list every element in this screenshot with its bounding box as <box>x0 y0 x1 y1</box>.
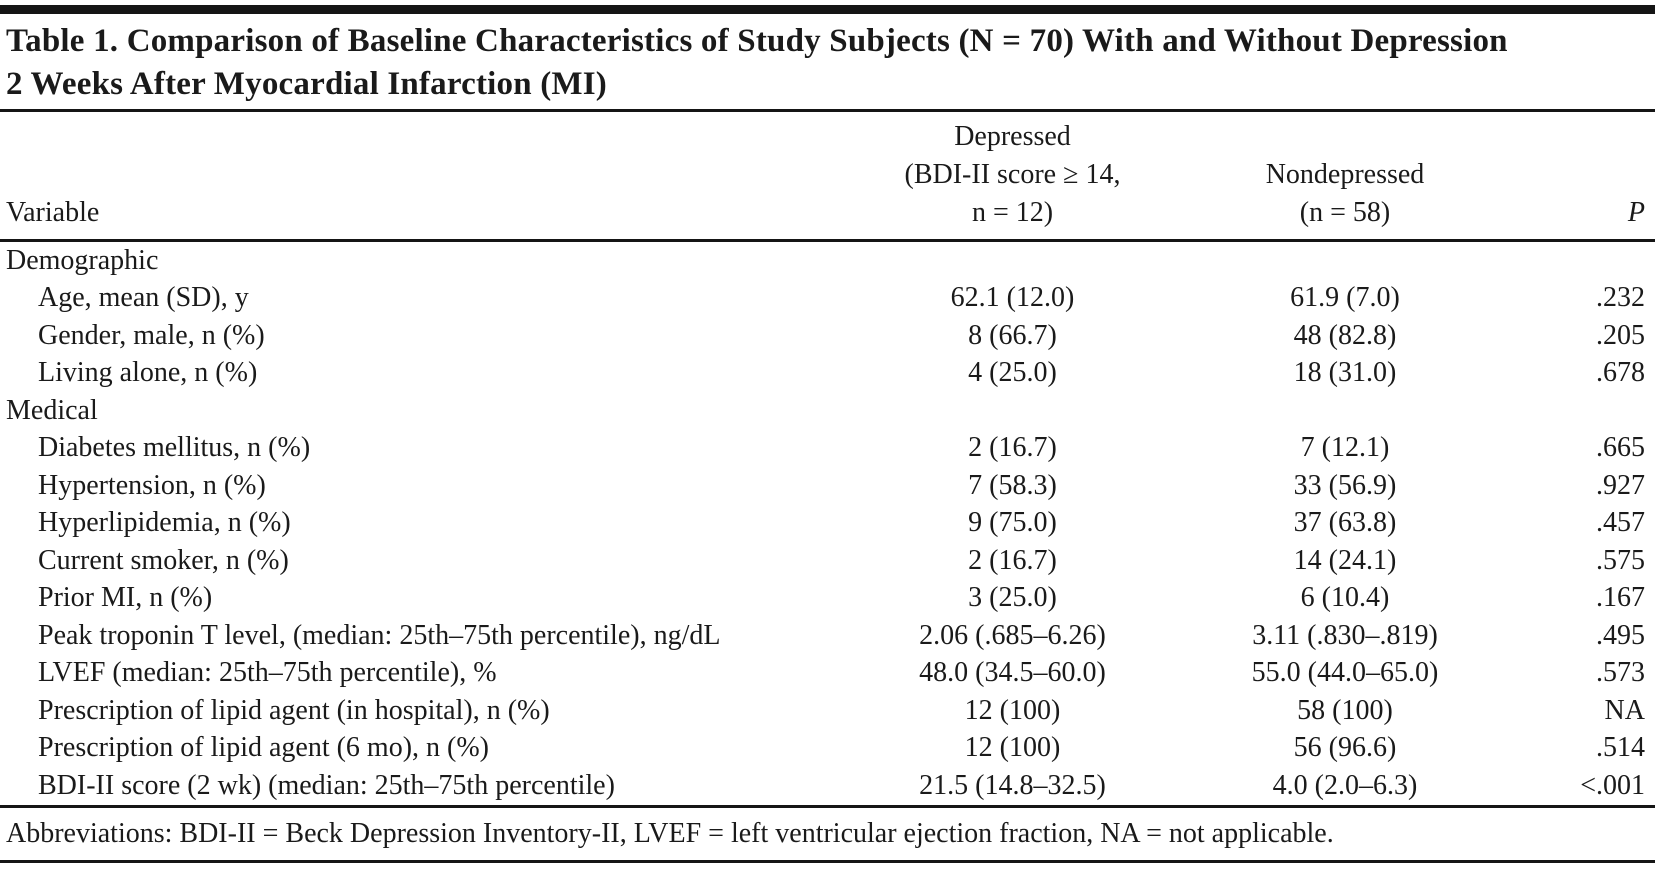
p-value: .665 <box>1596 432 1645 464</box>
nondepressed-value: 48 (82.8) <box>1293 319 1397 351</box>
nondepressed-header-line-2: (n = 58) <box>1299 197 1391 228</box>
p-value: .678 <box>1596 357 1645 389</box>
nondepressed-value: 55.0 (44.0–65.0) <box>1251 657 1439 689</box>
column-header-p-value: P <box>1520 112 1655 242</box>
row-label: Peak troponin T level, (median: 25th–75t… <box>38 619 721 651</box>
table-title-line-1: Table 1. Comparison of Baseline Characte… <box>6 23 1508 59</box>
depressed-value: 8 (66.7) <box>968 319 1057 351</box>
row-label: Age, mean (SD), y <box>38 282 249 314</box>
depressed-value: 48.0 (34.5–60.0) <box>919 657 1106 689</box>
row-label: Hypertension, n (%) <box>38 469 266 501</box>
depressed-header-line-1: Depressed <box>954 121 1071 152</box>
title-rule <box>0 109 1655 112</box>
depressed-value: 9 (75.0) <box>968 507 1057 539</box>
depressed-value: 2.06 (.685–6.26) <box>919 619 1106 651</box>
data-row: Hyperlipidemia, n (%) 9 (75.0) 37 (63.8) .4… <box>0 505 1655 543</box>
p-value: .573 <box>1596 657 1645 689</box>
nondepressed-header-line-1: Nondepressed <box>1265 159 1425 190</box>
row-label: Demographic <box>6 244 159 276</box>
depressed-value: 62.1 (12.0) <box>950 282 1075 314</box>
section-row: Medical <box>0 392 1655 430</box>
data-row: Gender, male, n (%) 8 (66.7) 48 (82.8) .205 <box>0 317 1655 355</box>
baseline-characteristics-table: Variable Depressed (BDI-II score ≥ 14, n… <box>0 112 1655 808</box>
p-value: .927 <box>1596 469 1645 501</box>
row-label: Gender, male, n (%) <box>38 319 265 351</box>
p-value: .167 <box>1596 582 1645 614</box>
p-value <box>1520 392 1655 430</box>
nondepressed-value: 37 (63.8) <box>1293 507 1397 539</box>
data-row: Prior MI, n (%) 3 (25.0) 6 (10.4) .167 <box>0 580 1655 618</box>
data-row: Current smoker, n (%) 2 (16.7) 14 (24.1) .5… <box>0 542 1655 580</box>
header-row: Variable Depressed (BDI-II score ≥ 14, n… <box>0 112 1655 242</box>
row-label: Diabetes mellitus, n (%) <box>38 432 311 464</box>
nondepressed-value: 58 (100) <box>1297 694 1393 726</box>
nondepressed-value: 18 (31.0) <box>1293 357 1397 389</box>
depressed-value: 12 (100) <box>964 732 1061 764</box>
p-value: .457 <box>1596 507 1645 539</box>
depressed-value: 4 (25.0) <box>968 357 1057 389</box>
top-rule <box>0 5 1655 14</box>
nondepressed-value <box>1170 241 1520 280</box>
p-value: .205 <box>1596 319 1645 351</box>
p-value: .514 <box>1596 732 1645 764</box>
depressed-value <box>855 241 1170 280</box>
data-row: Living alone, n (%) 4 (25.0) 18 (31.0) .678 <box>0 355 1655 393</box>
row-label: Hyperlipidemia, n (%) <box>38 507 291 539</box>
depressed-value: 2 (16.7) <box>968 544 1057 576</box>
nondepressed-value <box>1170 392 1520 430</box>
row-label: Living alone, n (%) <box>38 357 258 389</box>
p-value <box>1520 241 1655 280</box>
data-row: Prescription of lipid agent (in hospital… <box>0 692 1655 730</box>
row-label: Medical <box>6 394 98 426</box>
depressed-value <box>855 392 1170 430</box>
nondepressed-value: 4.0 (2.0–6.3) <box>1170 767 1520 808</box>
data-row: Hypertension, n (%) 7 (58.3) 33 (56.9) .927 <box>0 467 1655 505</box>
row-label: Prior MI, n (%) <box>38 582 213 614</box>
p-value: .495 <box>1596 619 1645 651</box>
row-label: Current smoker, n (%) <box>38 544 289 576</box>
data-row: Peak troponin T level, (median: 25th–75t… <box>0 617 1655 655</box>
depressed-header-line-3: n = 12) <box>971 197 1054 228</box>
depressed-header-line-2: (BDI-II score ≥ 14, <box>904 159 1121 190</box>
table-header: Variable Depressed (BDI-II score ≥ 14, n… <box>0 112 1655 242</box>
depressed-value: 21.5 (14.8–32.5) <box>855 767 1170 808</box>
depressed-value: 12 (100) <box>964 694 1061 726</box>
nondepressed-value: 14 (24.1) <box>1293 544 1397 576</box>
column-header-nondepressed: Nondepressed (n = 58) <box>1170 112 1520 242</box>
row-label: LVEF (median: 25th–75th percentile), % <box>38 657 497 689</box>
depressed-value: 3 (25.0) <box>968 582 1057 614</box>
row-label: Prescription of lipid agent (in hospital… <box>38 694 550 726</box>
p-value: NA <box>1604 694 1645 726</box>
data-row: LVEF (median: 25th–75th percentile), % 48… <box>0 655 1655 693</box>
data-row: BDI-II score (2 wk) (median: 25th–75th p… <box>0 767 1655 808</box>
p-value: .575 <box>1596 544 1645 576</box>
table-title: Table 1. Comparison of Baseline Characte… <box>0 14 1655 109</box>
data-row: Age, mean (SD), y 62.1 (12.0) 61.9 (7.0) .2… <box>0 280 1655 318</box>
p-value: <.001 <box>1520 767 1655 808</box>
row-label: BDI-II score (2 wk) (median: 25th–75th p… <box>0 767 855 808</box>
table-body: Demographic Age, mean (SD), y 62.1 (12.0) 6… <box>0 241 1655 808</box>
row-label: Prescription of lipid agent (6 mo), n (%… <box>38 732 490 764</box>
data-row: Prescription of lipid agent (6 mo), n (%… <box>0 730 1655 768</box>
nondepressed-value: 61.9 (7.0) <box>1290 282 1400 314</box>
nondepressed-value: 7 (12.1) <box>1300 432 1390 464</box>
column-header-depressed: Depressed (BDI-II score ≥ 14, n = 12) <box>855 112 1170 242</box>
p-value: .232 <box>1596 282 1645 314</box>
nondepressed-value: 33 (56.9) <box>1293 469 1397 501</box>
nondepressed-value: 6 (10.4) <box>1300 582 1390 614</box>
depressed-value: 2 (16.7) <box>968 432 1057 464</box>
depressed-value: 7 (58.3) <box>968 469 1057 501</box>
column-header-variable: Variable <box>0 112 855 242</box>
nondepressed-value: 56 (96.6) <box>1293 732 1397 764</box>
abbreviations-note: Abbreviations: BDI-II = Beck Depression … <box>0 808 1655 863</box>
data-row: Diabetes mellitus, n (%) 2 (16.7) 7 (12.1)… <box>0 430 1655 468</box>
section-row: Demographic <box>0 241 1655 280</box>
nondepressed-value: 3.11 (.830–.819) <box>1252 619 1438 651</box>
table-title-line-2: 2 Weeks After Myocardial Infarction (MI) <box>6 66 608 102</box>
